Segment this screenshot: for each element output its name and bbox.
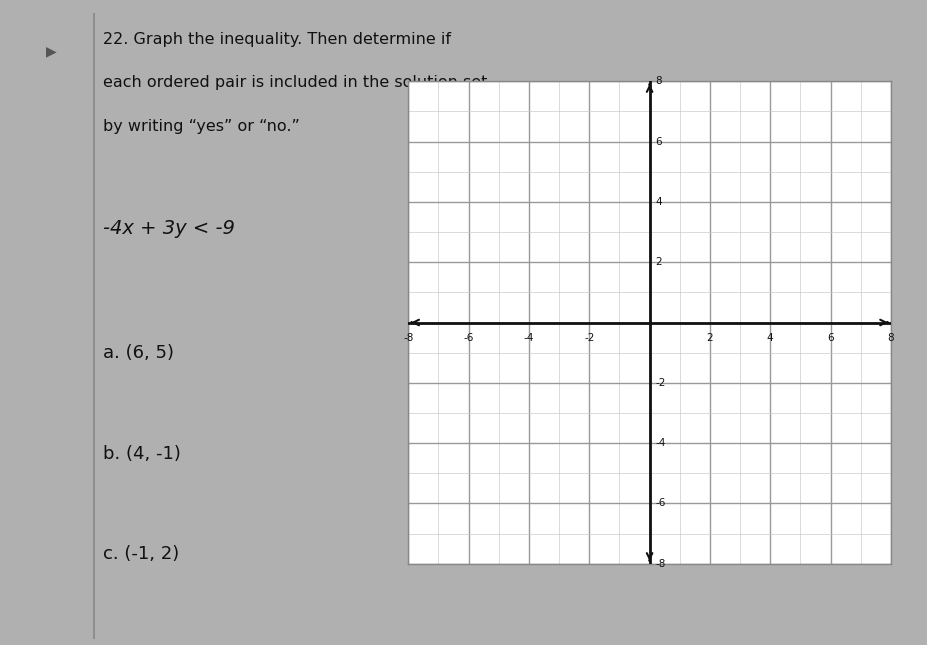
Text: 2: 2 — [655, 257, 662, 267]
Text: 8: 8 — [655, 76, 662, 86]
Text: 6: 6 — [655, 137, 662, 146]
Text: 4: 4 — [655, 197, 662, 207]
Text: -2: -2 — [583, 333, 594, 343]
Text: ▶: ▶ — [45, 44, 57, 58]
Text: b. (4, -1): b. (4, -1) — [102, 444, 180, 462]
Text: 22. Graph the inequality. Then determine if: 22. Graph the inequality. Then determine… — [102, 32, 451, 46]
Text: c. (-1, 2): c. (-1, 2) — [102, 544, 179, 562]
Text: -4x + 3y < -9: -4x + 3y < -9 — [102, 219, 235, 239]
Text: -8: -8 — [402, 333, 413, 343]
Text: 2: 2 — [705, 333, 713, 343]
Text: each ordered pair is included in the solution set: each ordered pair is included in the sol… — [102, 75, 487, 90]
Text: by writing “yes” or “no.”: by writing “yes” or “no.” — [102, 119, 299, 134]
Text: a. (6, 5): a. (6, 5) — [102, 344, 173, 362]
Text: 8: 8 — [886, 333, 894, 343]
Text: -6: -6 — [655, 499, 666, 508]
Text: -4: -4 — [523, 333, 534, 343]
Text: 6: 6 — [826, 333, 833, 343]
Text: -6: -6 — [463, 333, 474, 343]
Text: 4: 4 — [766, 333, 773, 343]
Text: -4: -4 — [655, 438, 666, 448]
Text: -2: -2 — [655, 378, 666, 388]
Text: -8: -8 — [655, 559, 666, 569]
